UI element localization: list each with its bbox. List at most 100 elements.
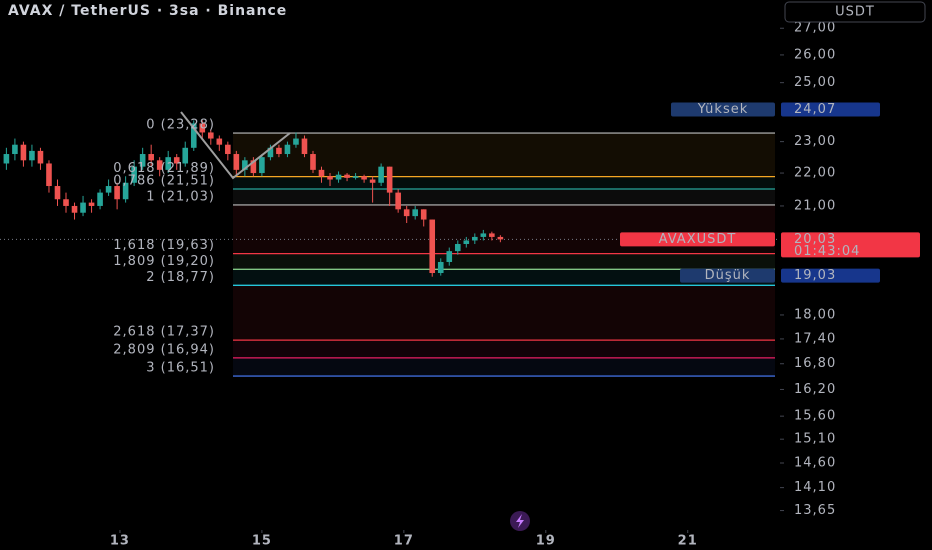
currency-box[interactable]: [784, 1, 926, 23]
candle-body: [71, 205, 78, 213]
x-tick-label: 21: [678, 534, 698, 549]
candle-body: [190, 123, 197, 148]
y-tick-label: 13,65: [794, 503, 836, 518]
candle-body: [63, 199, 69, 206]
x-tick-label: 15: [252, 534, 272, 549]
grid: [0, 27, 784, 533]
candle-body: [37, 150, 44, 164]
x-tick-label: 19: [536, 534, 556, 549]
fib-label: 1,618 (19,63): [113, 238, 215, 253]
candle-body: [29, 150, 35, 161]
fib-label: 3 (16,51): [146, 361, 215, 376]
candle-body: [88, 202, 95, 206]
fib-zone: [233, 340, 775, 358]
candle-body: [114, 186, 120, 200]
y-tick-label: 15,10: [794, 432, 836, 447]
candle-body: [225, 144, 231, 155]
candle-body: [284, 144, 291, 155]
labels: 27,00 26,00 25,00 23,00 22,00 21,00 18,00 17,40…: [110, 21, 920, 549]
marker-value-box: [781, 102, 880, 117]
y-tick-label: 14,60: [794, 455, 836, 470]
fib-zone: [233, 188, 775, 205]
currency: USDT: [835, 5, 875, 20]
candle-body: [378, 166, 384, 183]
fib-label: 0 (23,28): [146, 118, 215, 133]
candle-body: [46, 163, 52, 187]
marker-value: 24,07: [794, 102, 836, 117]
y-tick-label: 18,00: [794, 307, 836, 322]
marker-name: Düşük: [705, 268, 751, 283]
y-tick-label: 16,20: [794, 382, 836, 397]
x-tick-label: 17: [394, 534, 414, 549]
candle-body: [403, 209, 410, 217]
marker-name-box: [620, 232, 775, 247]
candle-body: [199, 123, 206, 133]
candle-body: [156, 160, 163, 170]
fib-anchor-line: [180, 111, 291, 180]
candle-body: [216, 138, 223, 145]
fib-label: 2 (18,77): [146, 270, 215, 285]
candle-body: [148, 154, 154, 161]
candle-body: [139, 154, 146, 167]
candle-body: [446, 251, 453, 262]
candle-body: [489, 233, 495, 237]
candle-body: [454, 243, 461, 252]
candle-body: [276, 147, 282, 155]
candles: [3, 120, 504, 277]
candle-body: [480, 233, 487, 237]
candle-body: [497, 236, 504, 240]
fib-zone: [233, 357, 775, 377]
candle-body: [233, 154, 240, 170]
candle-body: [250, 160, 257, 174]
marker-name-box: [680, 268, 775, 283]
fib-label: 0,618 (21,89): [113, 161, 215, 176]
candle-body: [420, 209, 427, 220]
lightning-icon: [516, 514, 524, 528]
symbol-title: AVAX / TetherUS · 3sa · Binance: [8, 3, 287, 19]
marker-name: AVAXUSDT: [659, 232, 737, 247]
candle-body: [361, 176, 367, 180]
y-tick-label: 25,00: [794, 75, 836, 90]
y-tick-label: 15,60: [794, 409, 836, 424]
y-tick-label: 23,00: [794, 134, 836, 149]
candle-body: [310, 154, 316, 170]
y-tick-label: 16,80: [794, 356, 836, 371]
candle-body: [20, 144, 27, 161]
candle-body: [80, 202, 86, 213]
candle-body: [207, 132, 214, 139]
candle-body: [344, 174, 350, 178]
marker-name: Yüksek: [697, 102, 749, 117]
y-tick-label: 17,40: [794, 331, 836, 346]
fib-label: 0,786 (21,51): [113, 173, 215, 188]
candle-body: [259, 157, 265, 174]
x-tick-label: 13: [110, 534, 130, 549]
candle-body: [105, 186, 112, 193]
candle-body: [122, 182, 129, 200]
candle-body: [293, 138, 299, 145]
candle-body: [54, 186, 61, 200]
candle-body: [463, 240, 470, 244]
candle-body: [327, 176, 333, 180]
fib-zone: [233, 253, 775, 270]
marker-name-box: [671, 102, 775, 117]
y-tick-label: 22,00: [794, 166, 836, 181]
candle-body: [267, 147, 274, 158]
fib-label: 2,809 (16,94): [113, 342, 215, 357]
candle-body: [242, 160, 248, 170]
marker-value-box: [781, 232, 920, 258]
candle-body: [386, 166, 393, 193]
candle-body: [437, 261, 444, 274]
fib-zone: [233, 285, 775, 341]
fib-label: 1,809 (19,20): [113, 254, 215, 269]
candle-body: [318, 169, 325, 177]
candle-body: [429, 219, 436, 274]
marker-value-box: [781, 268, 880, 283]
candle-body: [352, 176, 359, 178]
candle-body: [472, 236, 478, 241]
candle-body: [301, 138, 308, 155]
y-tick-label: 21,00: [794, 198, 836, 213]
fib-zones: [233, 133, 775, 377]
fib-label: 1 (21,03): [146, 189, 215, 204]
